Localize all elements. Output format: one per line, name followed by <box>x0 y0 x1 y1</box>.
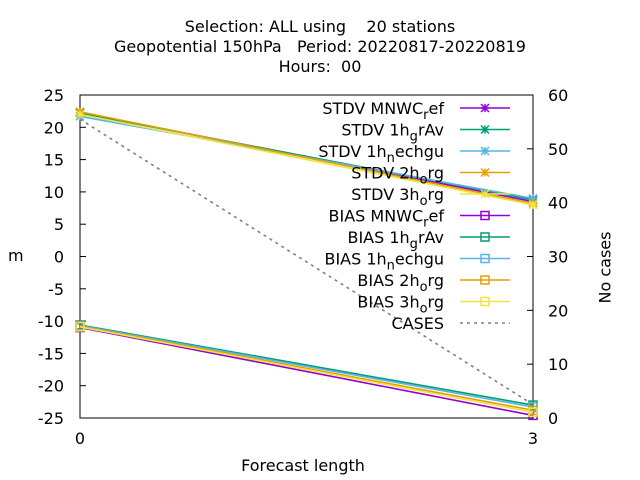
legend-entry-label: STDV 3horg <box>351 185 444 209</box>
x-tick-label: 3 <box>528 429 538 448</box>
data-point-marker <box>75 109 85 119</box>
series-line <box>79 118 534 406</box>
legend-entry-label: BIAS 1hnechgu <box>324 250 444 274</box>
y-tick-label: 20 <box>44 118 64 137</box>
legend-entry-label: BIAS 2horg <box>357 271 444 295</box>
legend-entry-label: BIAS 3horg <box>357 293 444 317</box>
x-axis-label: Forecast length <box>241 456 365 475</box>
data-point-marker <box>480 103 490 113</box>
y2-tick-label: 10 <box>548 355 568 374</box>
series-line <box>79 113 534 206</box>
chart-title-line1: Selection: ALL using 20 stations <box>184 17 456 36</box>
legend-entry-label: STDV 2horg <box>351 164 444 188</box>
y2-tick-label: 0 <box>548 409 558 428</box>
y-tick-label: 25 <box>44 86 64 105</box>
series-line <box>79 325 534 412</box>
legend-entry-label: CASES <box>391 314 444 333</box>
y-axis-label: m <box>8 246 24 265</box>
y2-tick-label: 40 <box>548 194 568 213</box>
legend-entry-label: STDV 1hnechgu <box>318 142 444 166</box>
chart-title-line2: Geopotential 150hPa Period: 20220817-202… <box>114 37 526 56</box>
data-point-marker <box>528 200 538 210</box>
y-tick-label: 15 <box>44 151 64 170</box>
data-point-marker <box>480 210 490 221</box>
series-line <box>79 324 534 408</box>
x-tick-label: 0 <box>75 429 85 448</box>
y2-tick-label: 30 <box>548 248 568 267</box>
y-tick-label: 0 <box>54 248 64 267</box>
series-line <box>79 324 534 406</box>
data-point-marker <box>480 253 490 264</box>
data-point-marker <box>528 407 538 417</box>
y2-tick-label: 50 <box>548 140 568 159</box>
legend-entry-label: BIAS 1hgrAv <box>347 228 444 252</box>
legend-entry-label: STDV 1hgrAv <box>341 121 444 145</box>
series-line <box>79 111 534 205</box>
y-tick-label: 10 <box>44 183 64 202</box>
series-line <box>79 326 534 413</box>
y-tick-label: -15 <box>38 344 64 363</box>
legend-entry-label: STDV MNWCref <box>322 99 444 123</box>
data-point-marker <box>480 189 490 199</box>
data-point-marker <box>480 167 490 178</box>
data-point-marker <box>75 322 85 332</box>
data-point-marker <box>480 146 490 156</box>
data-point-marker <box>480 124 490 135</box>
data-point-marker <box>480 232 490 242</box>
y-tick-label: -5 <box>48 280 64 299</box>
data-point-marker <box>528 193 538 203</box>
y2-tick-label: 20 <box>548 301 568 320</box>
legend-entry-label: BIAS MNWCref <box>329 207 445 231</box>
y-tick-label: -20 <box>38 377 64 396</box>
y-tick-label: -10 <box>38 312 64 331</box>
series-line <box>79 326 534 417</box>
chart-title-line3: Hours: 00 <box>278 57 362 76</box>
data-point-marker <box>480 275 490 285</box>
y-tick-label: -25 <box>38 409 64 428</box>
data-point-marker <box>480 296 490 307</box>
y2-tick-label: 60 <box>548 86 568 105</box>
y2-axis-label: No cases <box>595 231 615 304</box>
y-tick-label: 5 <box>54 215 64 234</box>
